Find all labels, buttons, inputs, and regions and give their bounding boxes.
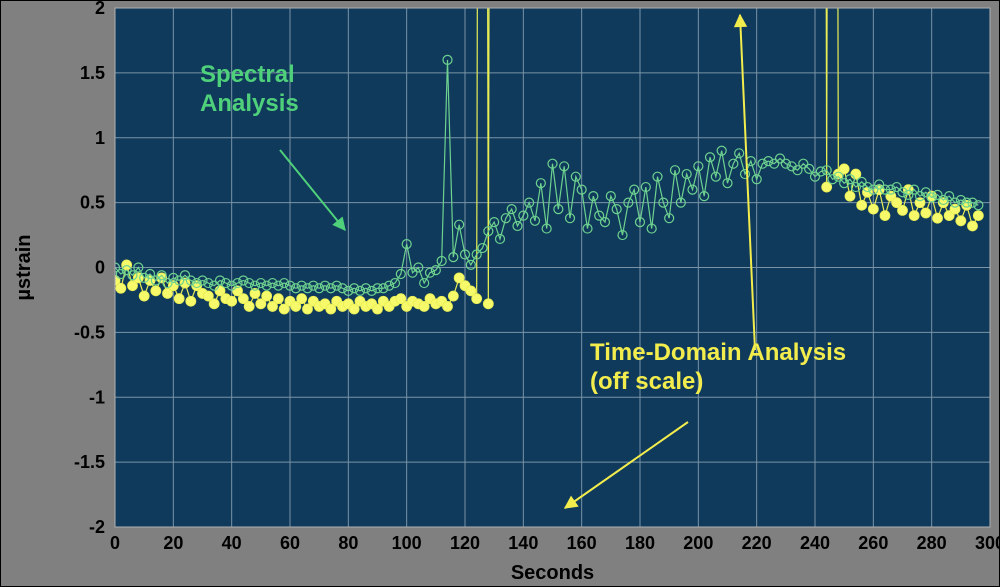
time-domain-annotation-label: (off scale) — [590, 368, 703, 395]
x-tick-label: 240 — [800, 533, 830, 553]
x-tick-label: 0 — [110, 533, 120, 553]
time-domain-marker — [186, 296, 196, 306]
time-domain-marker — [273, 294, 283, 304]
time-domain-marker — [845, 191, 855, 201]
x-tick-label: 120 — [450, 533, 480, 553]
time-domain-marker — [880, 211, 890, 221]
time-domain-marker — [443, 301, 453, 311]
time-domain-marker — [868, 204, 878, 214]
time-domain-marker — [139, 291, 149, 301]
x-tick-label: 260 — [858, 533, 888, 553]
x-tick-label: 200 — [683, 533, 713, 553]
chart-svg: 0204060801001201401601802002202402602803… — [0, 0, 1000, 587]
time-domain-marker — [933, 213, 943, 223]
time-domain-marker — [116, 283, 126, 293]
x-tick-label: 140 — [508, 533, 538, 553]
time-domain-marker — [909, 211, 919, 221]
x-tick-label: 220 — [742, 533, 772, 553]
time-domain-marker — [857, 200, 867, 210]
spectral-annotation-label: Spectral — [200, 61, 295, 88]
y-tick-label: -1 — [89, 387, 105, 407]
y-tick-label: 1 — [95, 128, 105, 148]
time-domain-marker — [227, 296, 237, 306]
x-tick-label: 100 — [392, 533, 422, 553]
y-axis-label: µstrain — [13, 235, 35, 301]
x-tick-label: 300 — [975, 533, 1000, 553]
time-domain-marker — [921, 208, 931, 218]
time-domain-marker — [174, 294, 184, 304]
x-tick-label: 80 — [338, 533, 358, 553]
y-tick-label: 0.5 — [80, 193, 105, 213]
time-domain-marker — [968, 221, 978, 231]
x-tick-label: 60 — [280, 533, 300, 553]
time-domain-marker — [244, 301, 254, 311]
y-tick-label: -1.5 — [74, 452, 105, 472]
x-tick-label: 280 — [917, 533, 947, 553]
time-domain-marker — [472, 294, 482, 304]
y-tick-label: -0.5 — [74, 322, 105, 342]
time-domain-marker — [956, 216, 966, 226]
time-domain-marker — [262, 291, 272, 301]
x-axis-label: Seconds — [511, 562, 594, 584]
y-tick-label: 1.5 — [80, 63, 105, 83]
time-domain-marker — [297, 294, 307, 304]
x-tick-label: 20 — [163, 533, 183, 553]
time-domain-marker — [122, 260, 132, 270]
time-domain-marker — [973, 211, 983, 221]
y-tick-label: 0 — [95, 258, 105, 278]
spectral-annotation-label: Analysis — [200, 90, 299, 117]
y-tick-label: -2 — [89, 517, 105, 537]
x-tick-label: 40 — [222, 533, 242, 553]
chart-frame: 0204060801001201401601802002202402602803… — [0, 0, 1000, 587]
time-domain-marker — [483, 299, 493, 309]
x-tick-label: 180 — [625, 533, 655, 553]
time-domain-marker — [448, 291, 458, 301]
x-tick-label: 160 — [567, 533, 597, 553]
time-domain-marker — [209, 299, 219, 309]
time-domain-marker — [151, 286, 161, 296]
time-domain-marker — [898, 205, 908, 215]
y-tick-label: 2 — [95, 0, 105, 18]
time-domain-annotation-label: Time-Domain Analysis — [590, 339, 846, 366]
